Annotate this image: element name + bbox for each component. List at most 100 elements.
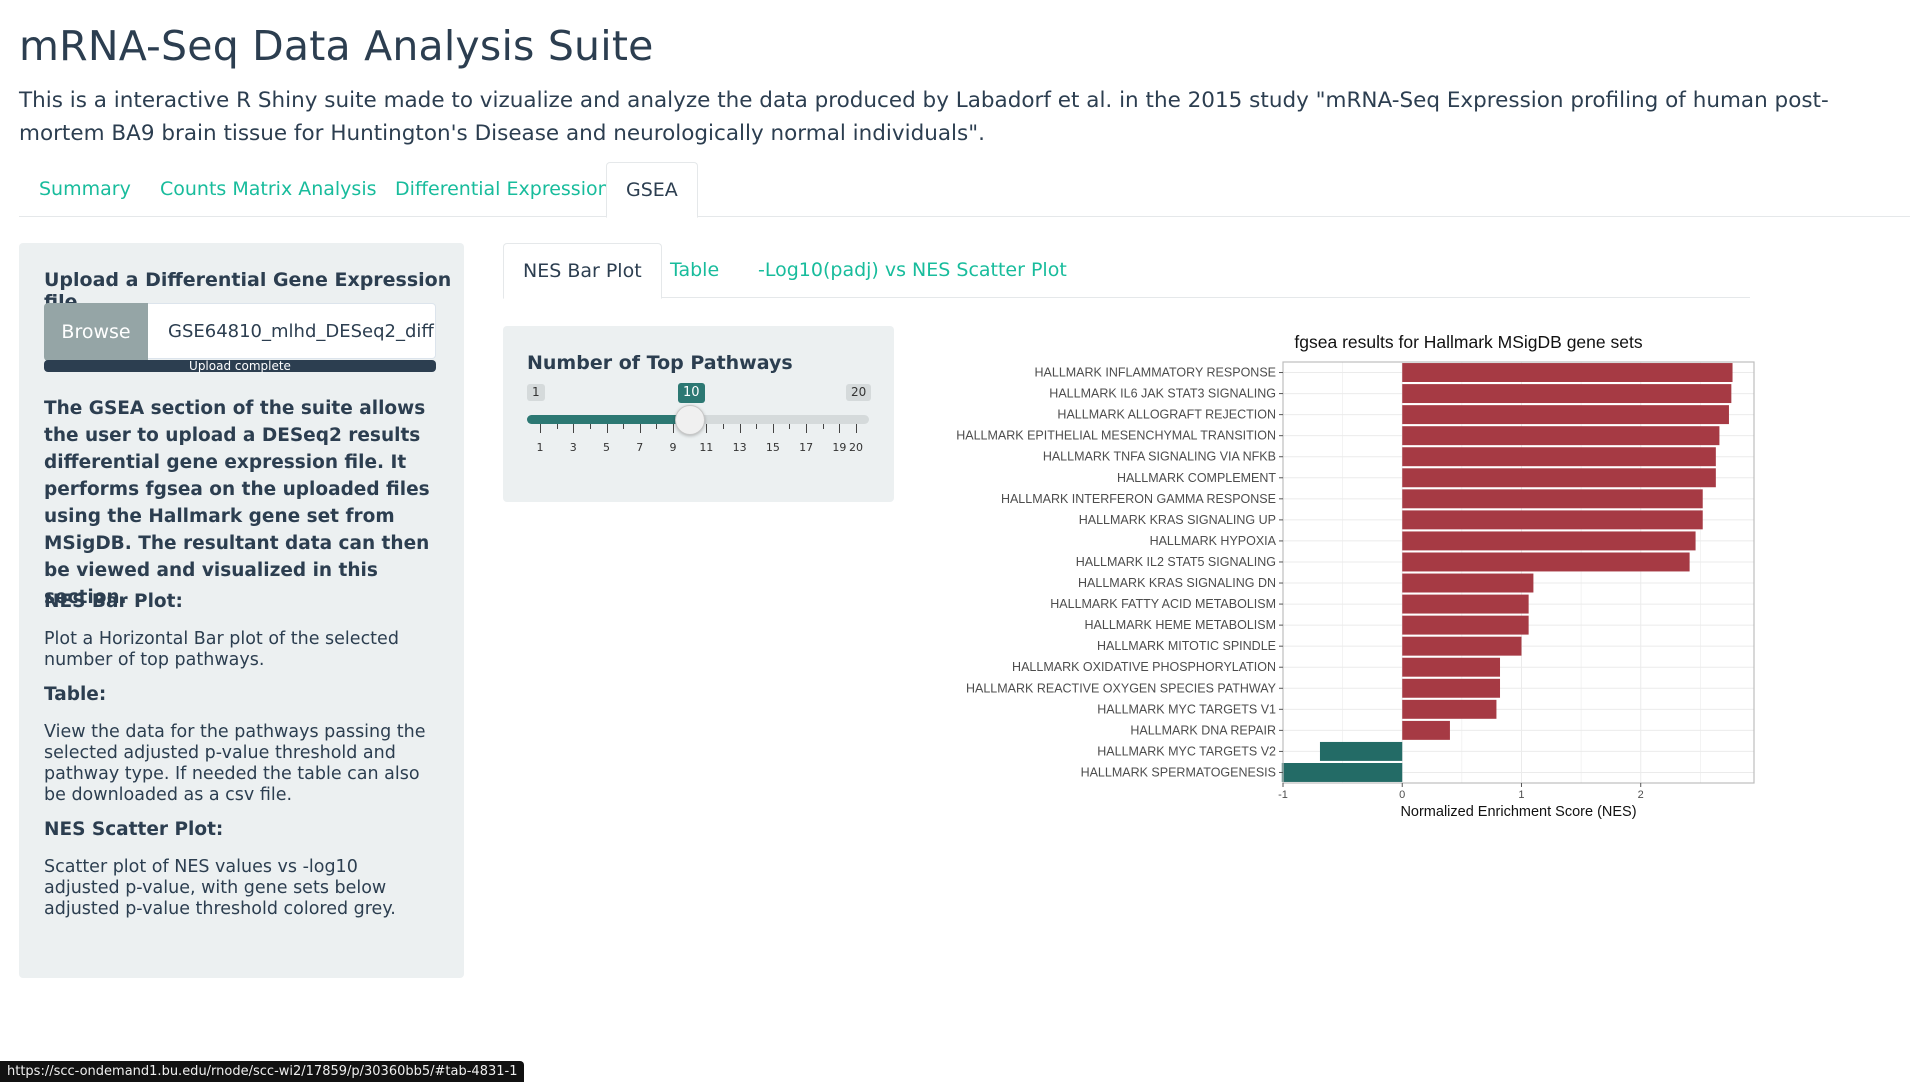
page-subtitle: This is a interactive R Shiny suite made…: [19, 88, 1829, 146]
bar: [1402, 678, 1501, 698]
plot-border: [1282, 361, 1755, 784]
gsea-subtabs: NES Bar Plot Table -Log10(padj) vs NES S…: [503, 243, 1750, 299]
slider-tick: [822, 424, 824, 429]
slider-tick-label: 19: [832, 441, 847, 454]
slider-tick-label: 20: [849, 441, 863, 454]
slider-max-label: 20: [846, 384, 872, 401]
slider-tick: [656, 424, 658, 429]
category-label: HALLMARK TNFA SIGNALING VIA NFKB: [1043, 450, 1276, 464]
bar: [1402, 447, 1716, 467]
slider-tick-label: 13: [732, 441, 747, 454]
tab-differential-expression[interactable]: Differential Expression: [395, 178, 610, 200]
category-label: HALLMARK IL6 JAK STAT3 SIGNALING: [1049, 387, 1276, 401]
category-label: HALLMARK COMPLEMENT: [1117, 471, 1276, 485]
browse-button[interactable]: Browse: [44, 303, 148, 361]
category-label: HALLMARK FATTY ACID METABOLISM: [1050, 597, 1276, 611]
slider-tick: [856, 424, 857, 433]
category-label: HALLMARK IL2 STAT5 SIGNALING: [1076, 555, 1276, 569]
table-text: View the data for the pathways passing t…: [44, 722, 426, 805]
category-label: HALLMARK MYC TARGETS V2: [1097, 744, 1276, 758]
slider-tick: [639, 424, 641, 433]
bar: [1402, 405, 1729, 425]
bar: [1402, 720, 1450, 740]
category-label: HALLMARK KRAS SIGNALING UP: [1079, 513, 1276, 527]
slider-panel: Number of Top Pathways 1 10 20 1 3 5 7 9 11 13…: [503, 326, 894, 502]
slider-tick-label: 1: [536, 441, 544, 454]
bar: [1402, 384, 1732, 404]
bar: [1402, 531, 1696, 551]
slider-tick: [806, 424, 808, 433]
slider-tick: [789, 424, 791, 429]
bar: [1402, 636, 1522, 656]
table-heading: Table:: [44, 684, 107, 705]
x-tick-label: -1: [1278, 789, 1288, 801]
bar: [1402, 510, 1703, 530]
category-label: HALLMARK SPERMATOGENESIS: [1081, 765, 1276, 779]
category-label: HALLMARK INTERFERON GAMMA RESPONSE: [1001, 492, 1276, 506]
nes-bar-plot-text: Plot a Horizontal Bar plot of the select…: [44, 629, 399, 670]
slider-tick: [722, 424, 724, 429]
x-tick-label: 1: [1518, 789, 1524, 801]
slider-tick: [589, 424, 591, 429]
subtab-table[interactable]: Table: [670, 259, 720, 281]
bar: [1402, 594, 1529, 614]
nes-scatter-heading: NES Scatter Plot:: [44, 819, 224, 840]
slider-handle[interactable]: [675, 405, 705, 435]
category-label: HALLMARK HEME METABOLISM: [1085, 618, 1276, 632]
slider-tick-label: 3: [569, 441, 577, 454]
nes-bar-chart: HALLMARK INFLAMMATORY RESPONSE HALLMARK I…: [940, 326, 1760, 836]
slider-tick: [706, 424, 708, 433]
slider-tick-label: 11: [699, 441, 714, 454]
slider-tick-label: 15: [765, 441, 780, 454]
x-axis-label: Normalized Enrichment Score (NES): [1400, 804, 1636, 820]
slider-fill: [527, 415, 689, 424]
plot-background: [1283, 362, 1754, 783]
tab-counts-matrix-analysis[interactable]: Counts Matrix Analysis: [160, 178, 377, 200]
main-tabs: Summary Counts Matrix Analysis Different…: [19, 162, 1910, 218]
upload-progress-bar: Upload complete: [44, 360, 436, 372]
category-label: HALLMARK MYC TARGETS V1: [1097, 702, 1276, 716]
category-label: HALLMARK EPITHELIAL MESENCHYMAL TRANSITI…: [956, 429, 1276, 443]
slider-tick: [556, 424, 558, 429]
bar: [1402, 468, 1716, 488]
category-label: HALLMARK OXIDATIVE PHOSPHORYLATION: [1012, 660, 1276, 674]
slider-tick-label: 9: [669, 441, 677, 454]
bar: [1402, 573, 1534, 593]
bar: [1402, 615, 1529, 635]
category-label: HALLMARK DNA REPAIR: [1130, 723, 1276, 737]
category-label: HALLMARK INFLAMMATORY RESPONSE: [1035, 366, 1277, 380]
bar: [1281, 763, 1403, 782]
bar: [1402, 657, 1501, 677]
gsea-description: The GSEA section of the suite allows the…: [44, 398, 430, 608]
slider-tick: [606, 424, 608, 433]
nes-scatter-text: Scatter plot of NES values vs -log10 adj…: [44, 857, 396, 919]
slider-tick: [772, 424, 774, 433]
nes-bar-plot-heading: NES Bar Plot:: [44, 591, 183, 612]
slider-min-label: 1: [527, 384, 545, 401]
slider-value-label: 10: [678, 383, 705, 403]
category-label: HALLMARK HYPOXIA: [1150, 534, 1277, 548]
bar: [1402, 363, 1733, 382]
slider-tick-label: 7: [636, 441, 644, 454]
bar: [1402, 552, 1690, 572]
chart-title: fgsea results for Hallmark MSigDB gene s…: [1294, 332, 1642, 352]
sidebar-panel: Upload a Differential Gene Expression fi…: [19, 243, 464, 978]
subtab-nes-bar-plot[interactable]: NES Bar Plot: [503, 243, 662, 299]
slider-tick-label: 5: [603, 441, 611, 454]
tab-gsea[interactable]: GSEA: [606, 162, 698, 218]
category-label: HALLMARK REACTIVE OXYGEN SPECIES PATHWAY: [966, 681, 1277, 695]
bar: [1402, 426, 1720, 446]
file-name-field[interactable]: GSE64810_mlhd_DESeq2_diff: [148, 303, 436, 359]
tab-summary[interactable]: Summary: [39, 178, 131, 200]
bar: [1402, 699, 1497, 719]
category-label: HALLMARK ALLOGRAFT REJECTION: [1057, 408, 1276, 422]
slider-tick: [623, 424, 625, 429]
subtab-scatter-plot[interactable]: -Log10(padj) vs NES Scatter Plot: [758, 259, 1067, 281]
status-bar-url: https://scc-ondemand1.bu.edu/rnode/scc-w…: [0, 1061, 525, 1082]
nes-bar-chart-svg: HALLMARK INFLAMMATORY RESPONSE HALLMARK I…: [956, 332, 1755, 820]
bar: [1402, 489, 1703, 509]
x-tick-label: 2: [1638, 789, 1644, 801]
bar: [1319, 741, 1403, 761]
slider-tick: [739, 424, 741, 433]
category-label: HALLMARK MITOTIC SPINDLE: [1097, 639, 1276, 653]
